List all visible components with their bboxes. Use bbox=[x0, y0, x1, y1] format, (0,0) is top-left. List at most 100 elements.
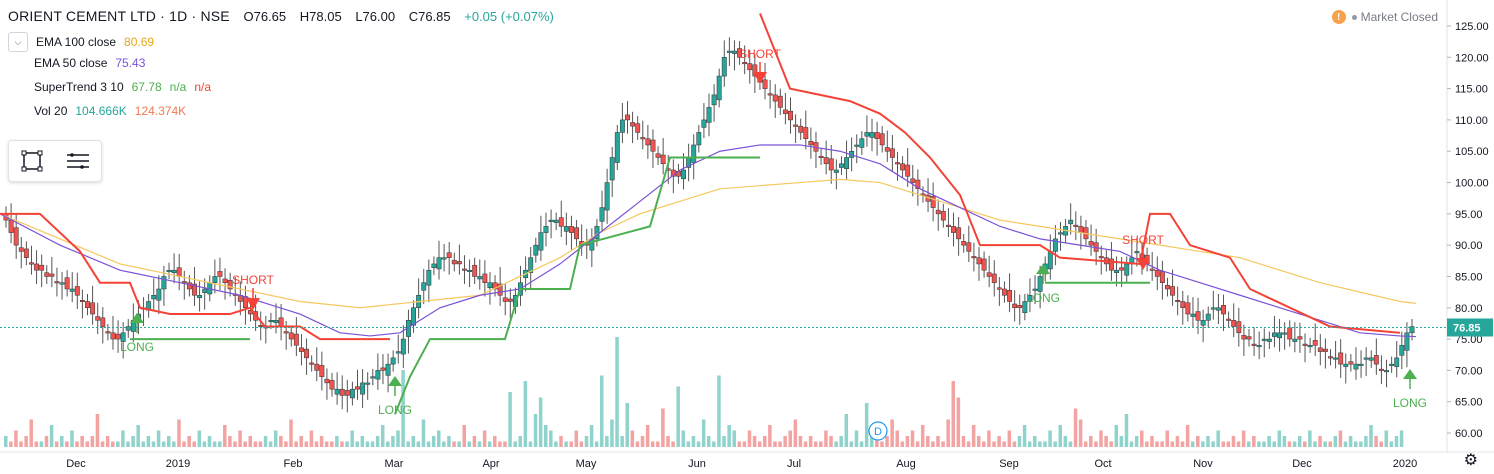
candle-body bbox=[1307, 345, 1313, 348]
candle-body bbox=[696, 132, 702, 146]
volume-bar bbox=[335, 436, 339, 447]
time-tick-label: Oct bbox=[1094, 458, 1111, 470]
candle-body bbox=[1185, 302, 1191, 315]
candle-body bbox=[293, 333, 299, 346]
volume-bar bbox=[1303, 441, 1307, 447]
candle-body bbox=[691, 144, 697, 163]
volume-bar bbox=[1379, 441, 1383, 447]
volume-bar bbox=[1308, 430, 1312, 447]
long-arrow-icon bbox=[388, 376, 402, 386]
candle-body bbox=[1399, 345, 1405, 356]
candle-body bbox=[574, 227, 580, 240]
candle-body bbox=[838, 163, 844, 168]
candle-body bbox=[197, 294, 203, 299]
candle-body bbox=[543, 226, 549, 233]
last-price-badge bbox=[1447, 318, 1493, 337]
candle-body bbox=[1338, 352, 1344, 365]
volume-bar bbox=[1364, 436, 1368, 447]
candle-body bbox=[828, 158, 834, 171]
candle-body bbox=[69, 288, 75, 292]
volume-bar bbox=[1063, 436, 1068, 447]
settings-lines-tool[interactable] bbox=[55, 141, 101, 181]
candle-body bbox=[156, 288, 162, 301]
rectangle-tool[interactable] bbox=[9, 141, 55, 181]
volume-bar bbox=[584, 436, 589, 447]
candle-body bbox=[895, 162, 900, 165]
volume-bar bbox=[1022, 425, 1027, 447]
volume-bar bbox=[202, 441, 207, 447]
volume-bar bbox=[1078, 419, 1083, 447]
volume-bar bbox=[757, 441, 762, 447]
short-arrow-icon bbox=[753, 72, 767, 84]
volume-bar bbox=[773, 441, 777, 447]
volume-bar bbox=[1333, 436, 1338, 447]
volume-bar bbox=[447, 436, 451, 447]
candle-body bbox=[1272, 332, 1277, 337]
volume-bar bbox=[564, 441, 568, 447]
candle-body bbox=[23, 248, 29, 258]
volume-bar bbox=[701, 419, 706, 447]
gear-icon[interactable]: ⚙ bbox=[1463, 452, 1478, 469]
candle-body bbox=[874, 132, 880, 139]
volume-bar bbox=[640, 436, 645, 447]
collapse-legend-button[interactable]: ⌵ bbox=[8, 32, 28, 52]
volume-bar bbox=[1277, 430, 1282, 447]
long-arrow-icon bbox=[1403, 369, 1417, 379]
volume-bar bbox=[151, 441, 156, 447]
rectangle-icon bbox=[21, 150, 43, 172]
candle-body bbox=[395, 351, 401, 354]
volume-bar bbox=[890, 419, 894, 447]
volume-bar bbox=[1236, 441, 1241, 447]
volume-bar bbox=[49, 425, 54, 447]
candle-body bbox=[1165, 284, 1170, 290]
volume-bar bbox=[982, 441, 986, 447]
candle-body bbox=[186, 282, 192, 290]
volume-bar bbox=[747, 430, 752, 447]
candle-body bbox=[951, 226, 956, 233]
candle-body bbox=[1180, 301, 1186, 309]
volume-bar bbox=[85, 441, 90, 447]
candle-body bbox=[202, 288, 208, 293]
candle-body bbox=[85, 301, 90, 309]
volume-bar bbox=[60, 436, 64, 447]
volume-bar bbox=[905, 436, 910, 447]
candle-body bbox=[732, 50, 737, 54]
volume-bar bbox=[314, 441, 319, 447]
volume-bar bbox=[172, 441, 176, 447]
candle-body bbox=[400, 338, 406, 355]
candle-body bbox=[421, 282, 427, 291]
volume-bar bbox=[34, 441, 39, 447]
candle-body bbox=[594, 226, 600, 240]
volume-bar bbox=[508, 392, 512, 447]
volume-bar bbox=[1196, 436, 1200, 447]
warning-icon[interactable]: ! bbox=[1331, 10, 1346, 24]
volume-bar bbox=[1053, 441, 1057, 447]
volume-bar bbox=[707, 436, 711, 447]
volume-bar bbox=[340, 441, 344, 447]
candle-body bbox=[222, 278, 228, 283]
candle-body bbox=[441, 257, 447, 260]
candle-body bbox=[854, 144, 860, 147]
volume-bar bbox=[1252, 436, 1256, 447]
candle-body bbox=[920, 193, 926, 196]
volume-bar bbox=[1160, 441, 1164, 447]
candle-body bbox=[808, 140, 814, 146]
candle-body bbox=[558, 217, 564, 227]
volume-bar bbox=[411, 436, 416, 447]
volume-bar bbox=[70, 430, 74, 447]
time-tick-label: Dec bbox=[66, 458, 86, 470]
candle-body bbox=[1215, 307, 1221, 311]
candle-body bbox=[49, 273, 55, 277]
volume-bar bbox=[1089, 436, 1093, 447]
candle-body bbox=[1221, 305, 1226, 315]
volume-bar bbox=[768, 425, 772, 447]
volume-bar bbox=[971, 425, 976, 447]
volume-bar bbox=[258, 441, 263, 447]
volume-bar bbox=[223, 425, 227, 447]
candle-body bbox=[961, 241, 967, 246]
volume-bar bbox=[661, 408, 665, 447]
candle-body bbox=[1302, 343, 1308, 346]
volume-bar bbox=[824, 430, 828, 447]
price-tick-label: 60.00 bbox=[1455, 428, 1483, 440]
